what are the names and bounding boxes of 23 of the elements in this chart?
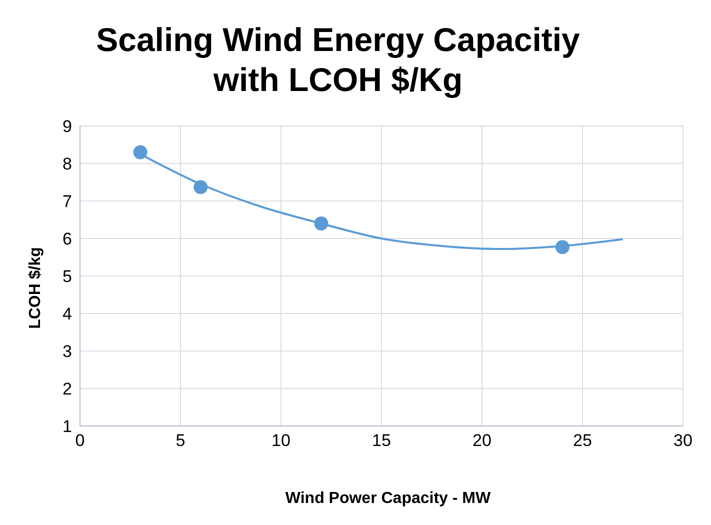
x-axis-title: Wind Power Capacity - MW [284,490,492,508]
y-tick-label: 7 [62,192,72,212]
y-tick-label: 1 [62,417,72,436]
y-tick-label: 4 [62,304,72,324]
x-tick-label: 15 [372,431,391,450]
point [133,145,148,160]
x-tick-label: 30 [674,431,692,450]
x-tick-label: 5 [176,431,186,450]
y-axis-title: LCOH $/kg [27,247,45,329]
x-tick-label: 0 [75,431,85,450]
chart-title: Scaling Wind Energy Capacitiy with LCOH $/Kg [95,20,581,100]
y-tick-label: 8 [62,154,72,174]
point [314,216,328,230]
y-tick-label: 6 [62,230,72,249]
y-tick-label: 9 [62,117,72,136]
y-tick-label: 5 [62,267,72,286]
x-tick-label: 20 [472,431,492,450]
y-tick-label: 3 [62,342,72,362]
y-tick-label: 2 [62,380,72,399]
point [555,240,570,254]
x-tick-label: 25 [573,431,592,450]
point [194,180,208,194]
x-tick-label: 10 [272,431,290,450]
